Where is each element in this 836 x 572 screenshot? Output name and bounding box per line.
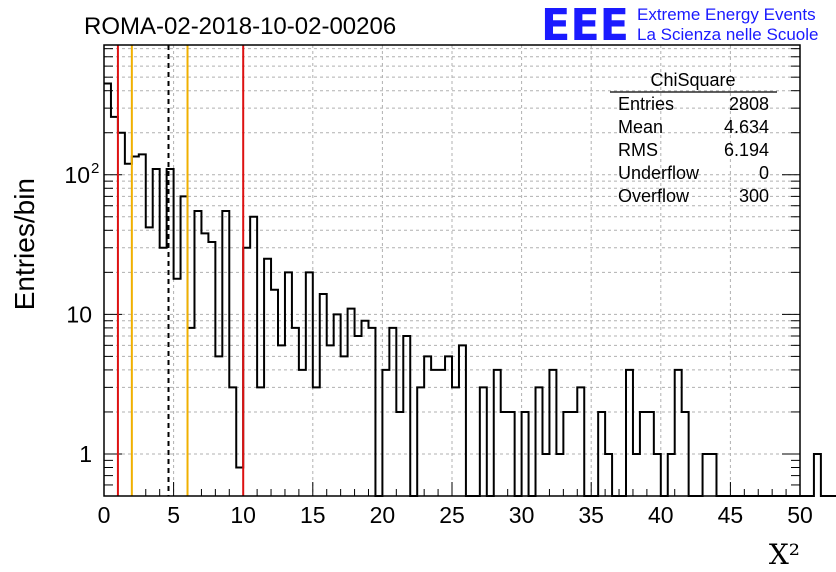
histogram-bin bbox=[431, 370, 438, 496]
x-tick-label: 40 bbox=[648, 502, 674, 528]
histogram-bin bbox=[222, 211, 229, 496]
histogram-bin bbox=[362, 321, 369, 496]
histogram-bin bbox=[438, 370, 445, 496]
reference-lines bbox=[116, 45, 245, 496]
grid-lines bbox=[104, 45, 800, 496]
histogram-bin bbox=[703, 454, 710, 496]
histogram-bin bbox=[814, 454, 821, 496]
stats-row-value: 0 bbox=[759, 163, 769, 183]
stats-row-label: Entries bbox=[618, 94, 674, 114]
histogram-bin bbox=[417, 387, 424, 496]
histogram-bin bbox=[355, 336, 362, 496]
histogram-bin bbox=[327, 345, 334, 496]
y-tick-label: 10 bbox=[66, 301, 92, 327]
histogram-bin bbox=[306, 272, 313, 496]
x-tick-label: 30 bbox=[509, 502, 535, 528]
histogram-bin bbox=[181, 196, 188, 496]
histogram-bin bbox=[577, 387, 584, 496]
stats-title: ChiSquare bbox=[650, 70, 735, 90]
histogram-bin bbox=[160, 248, 167, 496]
stats-row-label: Underflow bbox=[618, 163, 700, 183]
histogram-bin bbox=[243, 248, 250, 496]
logo-line2: La Scienza nelle Scuole bbox=[637, 25, 818, 44]
stats-row-value: 4.634 bbox=[724, 117, 769, 137]
x-tick-labels: 0 5 10 15 20 25 30 35 40 45 50 bbox=[98, 502, 813, 528]
y-tick-label: 1 bbox=[79, 441, 92, 467]
stats-row-label: RMS bbox=[618, 140, 658, 160]
histogram-bin bbox=[452, 387, 459, 496]
histogram-bin bbox=[536, 387, 543, 496]
x-axis-label: X² bbox=[769, 538, 800, 571]
stats-row-label: Overflow bbox=[618, 186, 690, 206]
histogram-bin bbox=[132, 157, 139, 496]
histogram-bin bbox=[236, 468, 243, 496]
x-tick-label: 10 bbox=[230, 502, 256, 528]
histogram-bin bbox=[229, 387, 236, 496]
histogram-bin bbox=[459, 345, 466, 496]
histogram-bin bbox=[494, 370, 501, 496]
histogram-bin bbox=[104, 84, 111, 496]
x-tick-label: 20 bbox=[370, 502, 396, 528]
histogram-bin bbox=[215, 356, 222, 496]
histogram-bin bbox=[382, 370, 389, 496]
histogram-bin bbox=[626, 370, 633, 496]
histogram-bin bbox=[480, 387, 487, 496]
stats-row-label: Mean bbox=[618, 117, 663, 137]
histogram-bin bbox=[299, 370, 306, 496]
histogram-bin bbox=[194, 211, 201, 496]
histogram-bin bbox=[424, 356, 431, 496]
y-axis-label: Entries/bin bbox=[9, 178, 40, 310]
histogram-outline bbox=[104, 82, 836, 497]
histogram-bin bbox=[348, 309, 355, 496]
histogram-bin bbox=[675, 370, 682, 496]
y-tick-label: 10 bbox=[64, 162, 90, 188]
histogram-bin bbox=[542, 454, 549, 496]
histogram-bin bbox=[445, 356, 452, 496]
stats-box: ChiSquare Entries 2808 Mean 4.634 RMS 6.194 Un… bbox=[610, 70, 777, 206]
x-tick-label: 0 bbox=[98, 502, 111, 528]
logo-line1: Extreme Energy Events bbox=[637, 5, 816, 24]
stats-row-value: 2808 bbox=[729, 94, 769, 114]
histogram-bin bbox=[278, 345, 285, 496]
histogram-bin bbox=[146, 227, 153, 496]
histogram-bin bbox=[549, 370, 556, 496]
histogram-bin bbox=[633, 454, 640, 496]
histogram-bin bbox=[313, 387, 320, 496]
y-tick-label-exponent: 2 bbox=[91, 160, 99, 177]
histogram-bin bbox=[605, 454, 612, 496]
histogram-bin bbox=[320, 294, 327, 496]
histogram-bin bbox=[208, 242, 215, 496]
x-tick-label: 5 bbox=[167, 502, 180, 528]
histogram-bin bbox=[125, 164, 132, 496]
histogram-bin bbox=[403, 336, 410, 496]
histogram-bin bbox=[285, 272, 292, 496]
histogram-bin bbox=[334, 314, 341, 496]
x-tick-label: 35 bbox=[578, 502, 604, 528]
x-tick-label: 45 bbox=[718, 502, 744, 528]
x-tick-label: 50 bbox=[787, 502, 813, 528]
histogram-bin bbox=[264, 259, 271, 496]
x-tick-label: 15 bbox=[300, 502, 326, 528]
histogram-bin bbox=[668, 454, 675, 496]
logo-letters: EEE bbox=[541, 0, 629, 51]
histogram-bin bbox=[111, 117, 118, 496]
histogram-bin bbox=[654, 454, 661, 496]
histogram-bin bbox=[710, 454, 717, 496]
stats-row-value: 300 bbox=[739, 186, 769, 206]
histogram-bin bbox=[341, 356, 348, 496]
histogram-bin bbox=[257, 387, 264, 496]
stats-row-value: 6.194 bbox=[724, 140, 769, 160]
x-tick-label: 25 bbox=[439, 502, 465, 528]
histogram-bin bbox=[153, 169, 160, 496]
plot-frame bbox=[103, 44, 801, 497]
chart-title: ROMA-02-2018-10-02-00206 bbox=[84, 13, 396, 40]
eee-logo: EEE Extreme Energy Events La Scienza nel… bbox=[541, 0, 818, 51]
histogram-bin bbox=[556, 454, 563, 496]
